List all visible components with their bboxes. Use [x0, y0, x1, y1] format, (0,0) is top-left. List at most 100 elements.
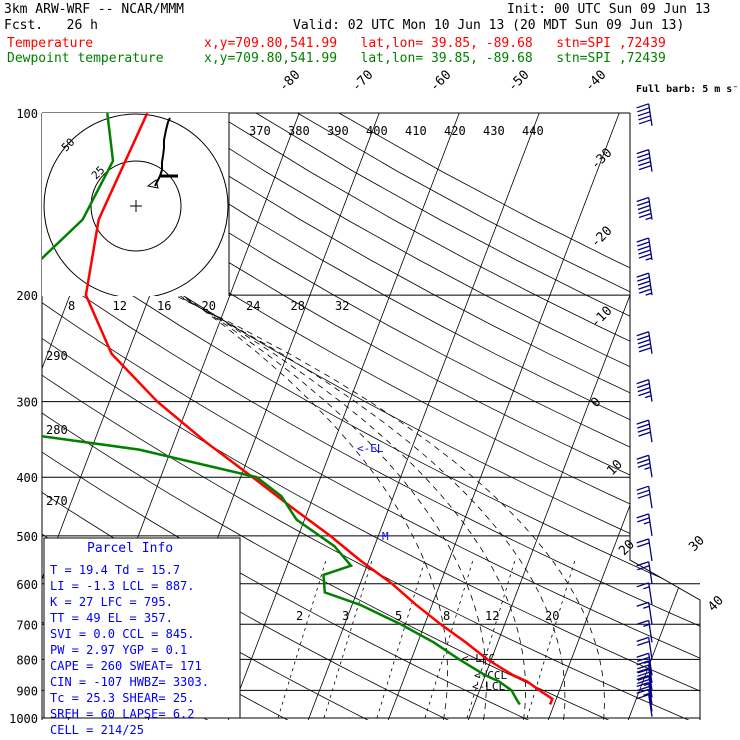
mixing-ratio-label: 5: [395, 609, 402, 623]
barb-note: Full barb: 5 m s⁻¹: [636, 84, 740, 95]
dewpoint-legend: Dewpoint temperature: [7, 51, 164, 66]
isotherm-line: [223, 113, 460, 720]
dry-adiabat-line: [42, 113, 700, 720]
barb-half-flag: [643, 623, 650, 628]
dry-adiabat-line: [255, 113, 700, 720]
barb-staff: [648, 103, 653, 126]
isobar-label: 200: [16, 289, 38, 303]
barb-staff: [648, 379, 653, 402]
isobar-label: 600: [16, 578, 38, 592]
wind-barb: [636, 331, 653, 354]
barb-staff: [648, 582, 653, 605]
isotherm-label: 10: [604, 457, 626, 479]
wind-barb: [636, 688, 653, 712]
barb-half-flag: [645, 216, 652, 221]
wind-barb: [636, 513, 653, 536]
barb-flag: [636, 652, 649, 658]
parcel-title: Parcel Info: [87, 541, 173, 556]
hodograph-trace: [154, 117, 171, 187]
barb-flag: [637, 542, 650, 548]
barb-staff: [648, 513, 653, 536]
barb-staff: [648, 197, 653, 220]
barb-flag: [636, 681, 649, 688]
barb-flag: [638, 249, 651, 255]
barb-flag: [637, 107, 650, 113]
barb-flag: [636, 454, 649, 460]
barb-flag: [638, 165, 652, 171]
barb-half-flag: [645, 257, 652, 261]
wind-barb: [636, 619, 653, 643]
barb-flag: [638, 343, 651, 349]
theta-e-label: 430: [483, 124, 505, 138]
isobar-label: 900: [16, 684, 38, 698]
speed-scale-label: 20: [202, 299, 216, 313]
barb-flag: [637, 462, 651, 468]
m-marker: M: [382, 530, 389, 543]
dry-adiabat-line: [42, 113, 700, 720]
isotherm-label: -60: [427, 68, 454, 95]
barb-flag: [637, 458, 650, 464]
isotherm-label: 0: [588, 395, 604, 411]
barb-flag: [637, 387, 651, 393]
dry-adiabat-label: 290: [46, 349, 68, 363]
parcel-box: [43, 537, 241, 719]
dry-adiabat-line: [42, 113, 700, 720]
barb-half-flag: [643, 605, 650, 609]
barb-flag: [637, 245, 651, 251]
hodo-ring: [43, 113, 229, 296]
barb-staff: [648, 420, 653, 443]
barb-staff: [648, 486, 653, 509]
plot-right-border: [629, 113, 701, 720]
isotherm-line: [383, 113, 620, 720]
forecast-hour: Fcst. 26 h: [4, 18, 98, 33]
dry-adiabat-line: [42, 113, 700, 720]
barb-flag: [636, 419, 649, 425]
parcel-row: SREH = 60 LAPSE= 6.2: [50, 707, 195, 721]
barb-flag: [638, 115, 651, 121]
parcel-row: TT = 49 EL = 357.: [50, 611, 173, 625]
barb-flag: [636, 619, 649, 626]
barb-staff: [648, 653, 653, 676]
wind-barb: [636, 538, 653, 562]
theta-e-label: 390: [327, 124, 349, 138]
isobar-label: 400: [16, 471, 38, 485]
barb-flag: [636, 660, 649, 666]
wind-barb: [636, 237, 653, 261]
barb-flag: [637, 685, 650, 692]
barb-flag: [637, 111, 651, 117]
speed-scale-label: 32: [335, 299, 349, 313]
barb-flag: [638, 288, 652, 294]
moist-adiabat-line: [182, 294, 449, 720]
dry-adiabat-line: [42, 113, 700, 720]
moist-adiabat-line: [178, 294, 527, 720]
barb-flag: [638, 208, 651, 215]
barb-flag: [636, 601, 649, 607]
barb-flag: [637, 383, 650, 389]
moist-adiabat-line: [180, 294, 487, 720]
isobar-label: 800: [16, 653, 38, 667]
storm-motion-arrow: [146, 179, 159, 189]
dewpoint-location: x,y=709.80,541.99 lat,lon= 39.85, -89.68…: [204, 51, 666, 66]
theta-e-label: 380: [288, 124, 310, 138]
wind-barb: [636, 419, 653, 443]
barb-flag: [638, 119, 652, 125]
barb-staff: [648, 675, 653, 698]
barb-flag: [638, 253, 652, 259]
wind-barb: [636, 582, 653, 605]
isobar-label: 100: [16, 107, 38, 121]
barb-flag: [637, 241, 650, 247]
wind-barb: [636, 561, 653, 584]
isotherm-label: -80: [276, 68, 303, 95]
barb-staff: [648, 668, 653, 691]
barb-flag: [636, 636, 649, 642]
model-title: 3km ARW-WRF -- NCAR/MMM: [4, 2, 185, 17]
lfc-marker: <-LFC: [462, 652, 495, 665]
wind-barb: [636, 601, 653, 625]
barb-flag: [638, 161, 651, 167]
profiles: [42, 113, 554, 706]
theta-e-label: 370: [249, 124, 271, 138]
isotherm-label: -10: [588, 304, 615, 331]
theta-e-label: 420: [444, 124, 466, 138]
moist-adiabat-line: [176, 294, 566, 720]
